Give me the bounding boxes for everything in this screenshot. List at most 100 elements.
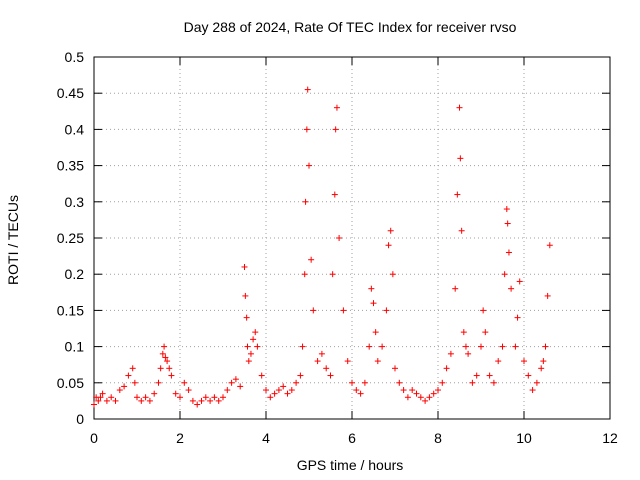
data-point [516, 278, 523, 285]
data-point [430, 390, 437, 397]
data-point [164, 358, 171, 365]
data-point [336, 235, 343, 241]
data-point [389, 271, 396, 278]
data-point [456, 104, 463, 111]
data-point [297, 372, 304, 379]
data-point [247, 350, 254, 357]
data-point [482, 329, 489, 336]
data-point [400, 387, 407, 394]
data-point [379, 343, 386, 350]
chart-title: Day 288 of 2024, Rate Of TEC Index for r… [184, 19, 517, 35]
data-point [368, 285, 375, 292]
data-point [372, 329, 379, 336]
data-point [303, 126, 310, 133]
x-tick-label: 6 [348, 430, 356, 446]
x-tick-label: 8 [434, 430, 442, 446]
data-point [134, 394, 140, 401]
data-point [242, 292, 249, 299]
y-tick-label: 0.5 [65, 49, 85, 65]
x-tick-labels: 0 2 4 6 8 10 12 [90, 430, 618, 446]
y-tick-label: 0.45 [57, 85, 84, 101]
data-point [306, 162, 312, 169]
data-point [374, 358, 381, 365]
data-point [166, 365, 173, 372]
data-point [198, 397, 205, 404]
data-point [318, 350, 325, 357]
data-point [447, 350, 454, 357]
data-point [301, 271, 308, 278]
data-point [142, 394, 149, 401]
data-point [392, 365, 398, 372]
data-point [361, 379, 368, 386]
data-point [121, 383, 128, 390]
data-point [155, 379, 162, 386]
y-tick-label: 0.35 [57, 158, 84, 174]
data-point [331, 191, 338, 198]
data-point [340, 307, 347, 314]
data-point [129, 365, 136, 372]
data-point [254, 343, 261, 350]
data-point [385, 242, 392, 249]
data-point [284, 390, 291, 397]
x-tick-label: 2 [176, 430, 184, 446]
data-point [245, 358, 252, 365]
data-point [125, 372, 132, 379]
data-point [396, 379, 403, 386]
data-point [327, 372, 334, 379]
data-point [138, 397, 145, 404]
data-point [151, 390, 158, 397]
data-point [244, 343, 251, 350]
data-point [495, 358, 502, 365]
data-point [357, 390, 364, 397]
data-point [452, 285, 459, 292]
data-point [310, 307, 317, 314]
data-point [478, 343, 484, 350]
data-point [439, 379, 446, 386]
data-point [514, 314, 521, 321]
data-point [232, 376, 239, 383]
data-point [544, 292, 551, 299]
data-point [228, 379, 235, 386]
data-point [159, 350, 166, 357]
data-point [529, 387, 536, 394]
x-tick-label: 10 [516, 430, 532, 446]
data-point [211, 394, 218, 401]
data-point [404, 394, 411, 401]
data-point [241, 263, 248, 270]
data-point [146, 397, 153, 404]
data-point [366, 343, 373, 350]
data-point [275, 387, 282, 394]
data-point [207, 397, 214, 404]
y-tick-label: 0.15 [57, 302, 84, 318]
data-point [542, 343, 549, 350]
data-point [280, 383, 287, 390]
data-point [299, 343, 306, 350]
data-point [224, 387, 231, 394]
x-axis-label: GPS time / hours [297, 457, 404, 473]
x-tick-label: 12 [602, 430, 618, 446]
y-tick-label: 0.2 [65, 266, 85, 282]
data-point [323, 365, 330, 372]
data-point [91, 401, 97, 408]
y-tick-label: 0 [76, 411, 84, 427]
data-point [189, 397, 196, 404]
data-point [304, 86, 311, 93]
data-point [353, 387, 360, 394]
data-point [162, 354, 169, 361]
data-point [426, 394, 433, 401]
data-point [194, 401, 201, 408]
data-point [112, 397, 119, 404]
data-point [409, 387, 416, 394]
data-point [458, 227, 465, 234]
y-tick-label: 0.1 [65, 339, 85, 355]
data-point [546, 242, 553, 249]
data-point [168, 372, 175, 379]
data-point [417, 394, 424, 401]
x-tick-label: 4 [262, 430, 270, 446]
data-point [157, 365, 164, 372]
data-point [383, 307, 390, 314]
data-point [505, 249, 512, 256]
data-point [267, 394, 274, 401]
data-point [314, 358, 321, 365]
data-point [503, 206, 510, 213]
